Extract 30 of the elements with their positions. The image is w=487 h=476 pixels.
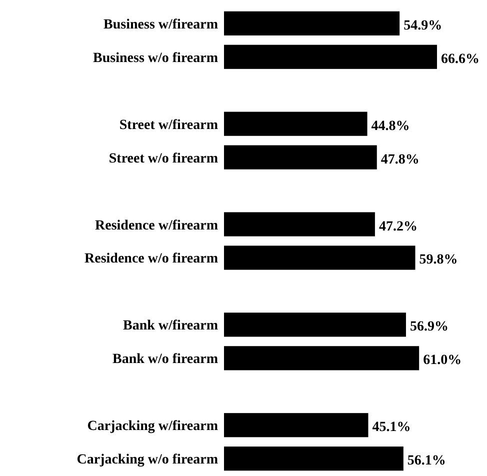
bar — [224, 446, 404, 471]
y-tick-label: Street w/firearm — [119, 118, 218, 133]
bar — [224, 44, 437, 69]
y-tick-label: Business w/firearm — [104, 17, 218, 32]
data-label: 59.8% — [419, 252, 458, 268]
y-tick-label: Carjacking w/firearm — [87, 419, 218, 434]
data-label: 61.0% — [423, 353, 462, 368]
bar — [224, 112, 368, 136]
y-tick-label: Business w/o firearm — [93, 50, 218, 66]
data-label: 66.6% — [441, 52, 480, 67]
bar — [224, 145, 377, 170]
data-label: 44.8% — [371, 118, 410, 134]
data-label: 56.1% — [407, 454, 446, 469]
bar — [224, 212, 375, 236]
bar — [224, 11, 400, 36]
y-tick-label: Street w/o firearm — [108, 151, 218, 166]
y-tick-label: Bank w/o firearm — [112, 352, 218, 368]
bar — [224, 312, 406, 337]
data-label: 54.9% — [404, 18, 442, 34]
y-tick-label: Carjacking w/o firearm — [76, 452, 218, 468]
data-label: 47.2% — [378, 219, 418, 234]
data-label: 56.9% — [410, 320, 448, 335]
data-label: 47.8% — [380, 152, 420, 168]
data-label: 45.1% — [372, 420, 411, 436]
y-tick-label: Bank w/firearm — [122, 318, 218, 334]
y-tick-label: Residence w/o firearm — [84, 252, 218, 267]
bar — [224, 413, 368, 438]
bar — [224, 346, 420, 370]
bar — [224, 246, 416, 270]
y-tick-label: Residence w/firearm — [95, 218, 218, 234]
